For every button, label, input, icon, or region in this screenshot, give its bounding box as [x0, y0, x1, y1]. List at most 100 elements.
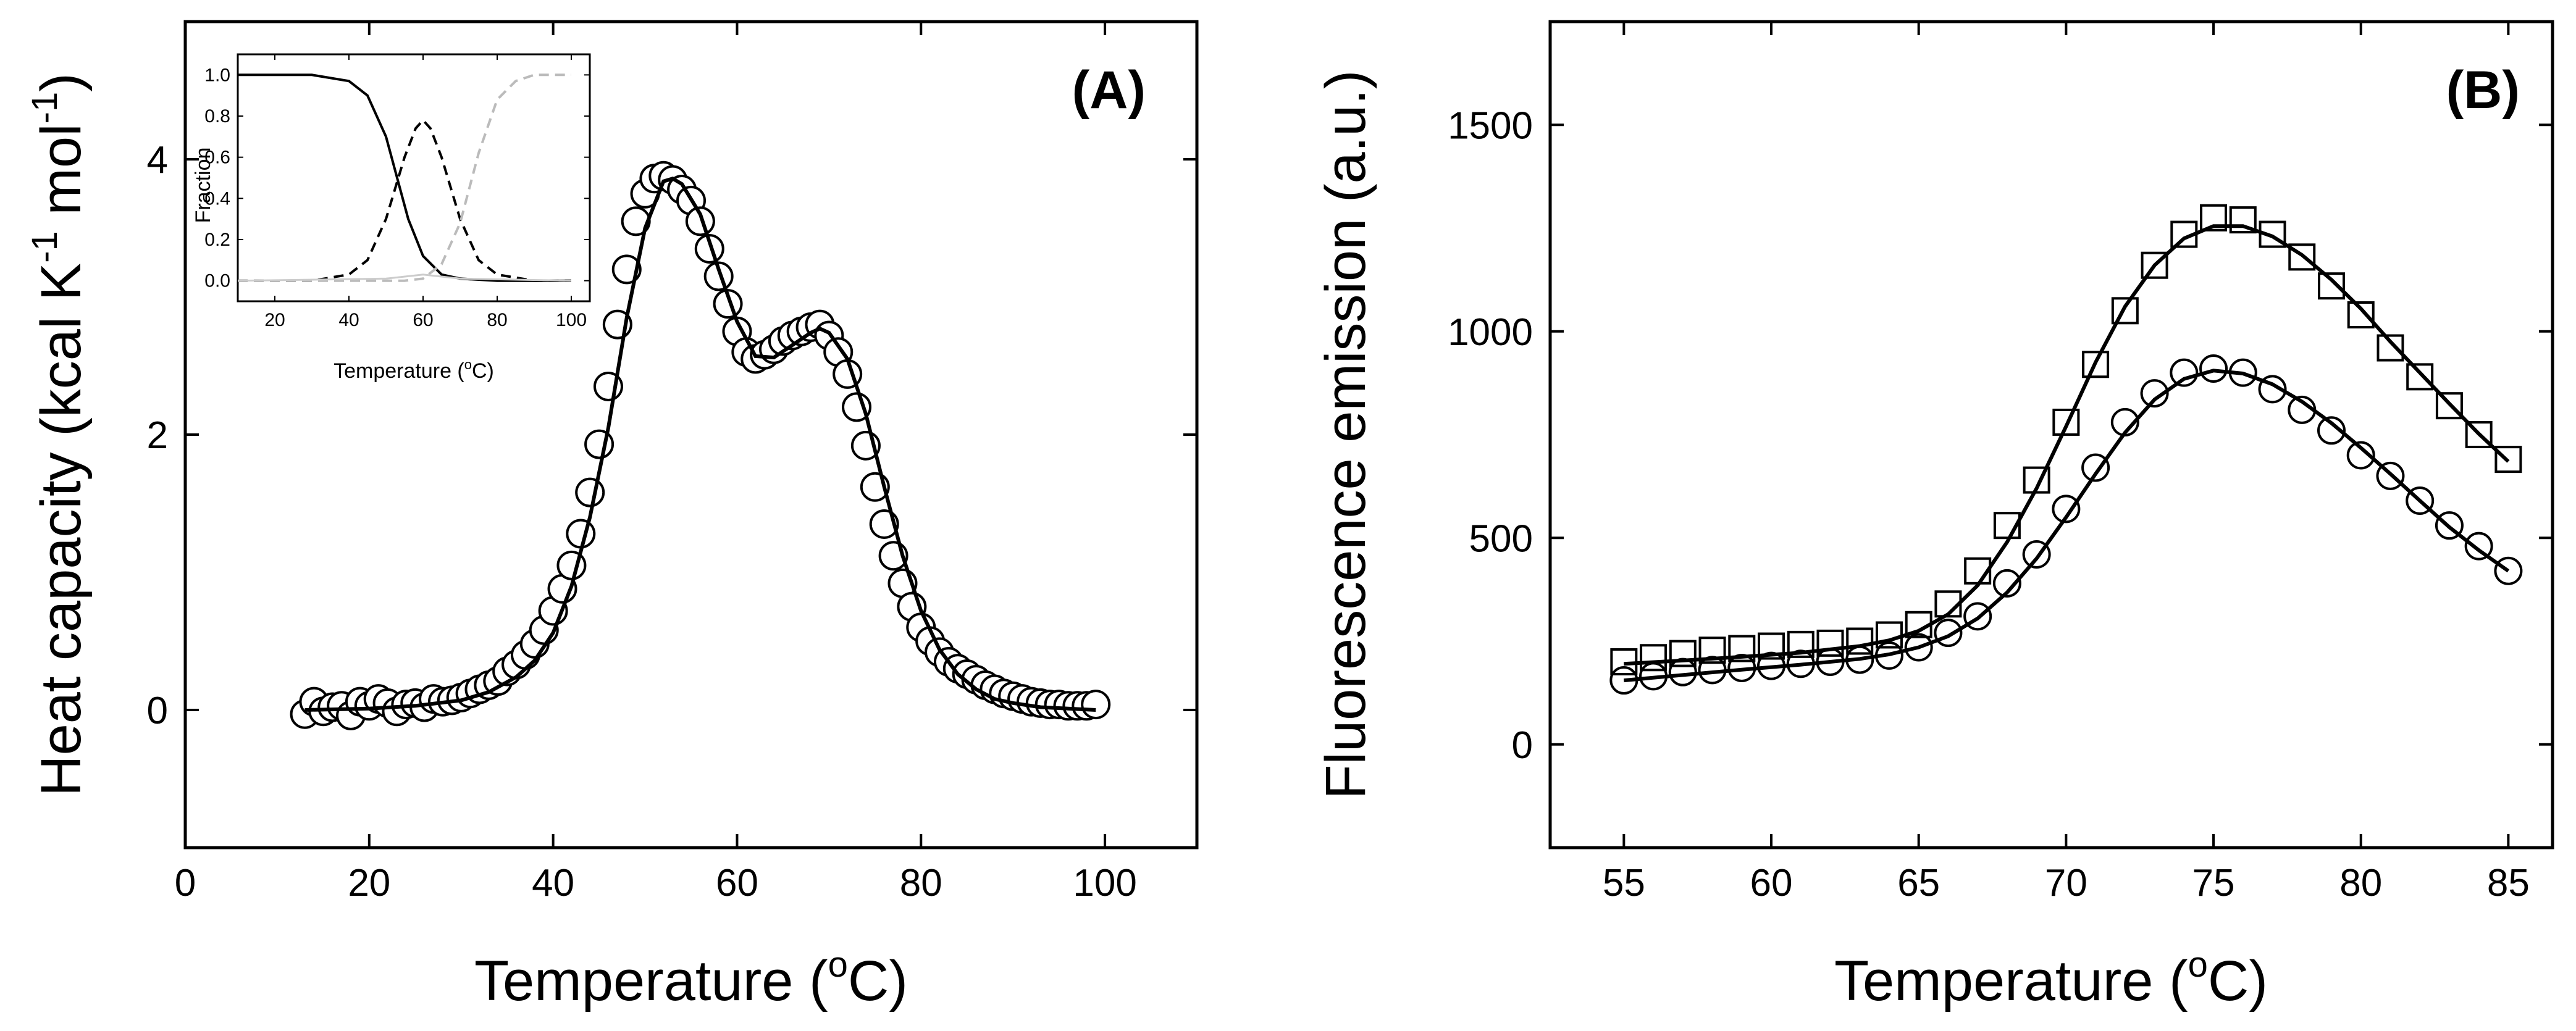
chart-b-data-point-square [2435, 392, 2463, 420]
chart-b-data-point-square [2141, 251, 2168, 279]
chart-b-data-point-square [1905, 611, 1932, 638]
chart-b-x-ticks: 55 60 65 70 75 80 85 [1603, 22, 2530, 904]
chart-b-x-tick-label: 65 [1897, 862, 1940, 904]
chart-b-data-point-circle [1992, 569, 2021, 598]
chart-b-data-point-circle [2464, 532, 2493, 561]
chart-a-data-point [575, 477, 605, 507]
inset-y-tick-label: 0.8 [204, 106, 230, 127]
chart-b-data-point-square [2170, 220, 2198, 248]
inset-x-tick-label: 100 [556, 310, 587, 330]
inset-y-axis-title: Fraction [191, 148, 215, 223]
chart-b-data-point-circle [1786, 649, 1815, 678]
chart-b-y-tick-label: 1500 [1448, 104, 1533, 147]
chart-b-data-point-circle [2258, 375, 2287, 404]
inset-y-tick-label: 0.2 [204, 230, 230, 250]
chart-b-data-point-square [2200, 204, 2228, 232]
chart-a-panel-label: (A) [1072, 61, 1146, 120]
inset-x-axis-title: Temperature (oC) [334, 357, 494, 383]
chart-b-data-point-circle [2170, 358, 2199, 387]
chart-b-data-point-circle [1609, 666, 1638, 695]
chart-a-fit-line [304, 176, 1096, 712]
chart-b-data-point-circle [2199, 354, 2228, 383]
inset-x-tick-label: 80 [487, 310, 507, 330]
chart-b-data-point-square [1640, 644, 1668, 672]
chart-b-data-point-circle [1963, 602, 1992, 631]
chart-b-x-tick-label: 80 [2339, 862, 2382, 904]
chart-b-x-tick-label: 60 [1750, 862, 1793, 904]
chart-a-y-tick-label: 4 [147, 139, 168, 182]
chart-b-y-tick-label: 0 [1512, 724, 1533, 767]
chart-a-y-tick-label: 2 [147, 414, 168, 457]
chart-b-data-point-circle [1727, 653, 1756, 682]
chart-b-x-tick-label: 85 [2487, 862, 2530, 904]
chart-b-data-point-circle [1816, 647, 1845, 676]
chart-b-data-point-circle [1698, 656, 1727, 685]
chart-a-x-tick-label: 100 [1073, 862, 1136, 904]
chart-b-data-point-circle [1904, 633, 1933, 662]
chart-b-y-tick-label: 1000 [1448, 311, 1533, 354]
chart-a-x-tick-label: 20 [348, 862, 390, 904]
chart-a-y-axis-title: Heat capacity (kcal K-1 mol-1) [25, 73, 93, 796]
chart-b-series [1609, 204, 2523, 695]
chart-b-data-point-square [1816, 629, 1844, 657]
chart-a-data-point [566, 519, 596, 549]
chart-b-data-point-square [1787, 630, 1815, 658]
chart-b-data-point-square [1875, 621, 1903, 649]
chart-b-data-point-square [1728, 635, 1756, 662]
chart-b-x-tick-label: 75 [2192, 862, 2235, 904]
chart-b-data-point-square [1846, 627, 1874, 655]
inset-x-tick-label: 60 [413, 310, 433, 330]
chart-a-y-tick-label: 0 [147, 690, 168, 732]
chart-b: 55 60 65 70 75 80 85 0 500 1000 1500 (B) Temperat… [1314, 20, 2554, 1012]
chart-b-y-axis-title: Fluorescence emission (a.u.) [1314, 70, 1377, 799]
chart-a-x-tick-label: 40 [532, 862, 574, 904]
chart-b-y-ticks: 0 500 1000 1500 [1448, 104, 2553, 767]
chart-b-data-point-square [1934, 590, 1962, 618]
chart-a-data-point [685, 206, 715, 236]
chart-b-data-point-circle [2081, 453, 2110, 482]
chart-a-x-tick-label: 60 [716, 862, 758, 904]
chart-b-fit-line-squares [1624, 224, 2510, 666]
inset-series [237, 73, 572, 282]
inset-line-intermediate [238, 118, 571, 282]
chart-b-x-axis-title: Temperature (oC) [1834, 945, 2268, 1012]
chart-a-x-axis-title: Temperature (oC) [474, 945, 908, 1012]
chart-b-data-point-circle [2435, 511, 2464, 540]
chart-b-data-point-square [1610, 648, 1638, 675]
chart-b-y-tick-label: 500 [1469, 517, 1533, 560]
chart-b-data-point-square [1698, 637, 1726, 664]
inset-y-tick-label: 0.6 [204, 148, 230, 168]
chart-b-data-point-square [2317, 272, 2345, 300]
inset-x-tick-label: 20 [264, 310, 285, 330]
inset-x-ticks: 20 40 60 80 100 [264, 54, 587, 330]
chart-b-data-point-square [2347, 301, 2375, 328]
chart-a-x-ticks: 0 20 40 60 80 100 [175, 22, 1137, 904]
chart-b-x-tick-label: 55 [1603, 862, 1645, 904]
chart-b-data-point-circle [2140, 379, 2169, 408]
chart-b-panel-label: (B) [2446, 61, 2520, 120]
chart-b-data-point-square [2406, 363, 2434, 391]
chart-b-data-point-square [2052, 408, 2080, 436]
chart-b-data-point-square [2023, 466, 2050, 494]
chart-b-data-point-circle [1874, 641, 1903, 670]
inset-plot-frame [237, 53, 591, 303]
chart-b-data-point-circle [1934, 619, 1963, 648]
chart-b-data-point-square [2111, 297, 2139, 325]
chart-b-data-point-square [2465, 421, 2493, 448]
chart-b-data-point-circle [2288, 395, 2317, 424]
chart-a-x-tick-label: 80 [900, 862, 942, 904]
chart-b-data-point-circle [2228, 358, 2257, 387]
chart-b-data-point-square [1964, 557, 1992, 585]
inset-line-baseline [237, 273, 572, 282]
chart-a-series [290, 161, 1111, 730]
chart-b-data-point-circle [2494, 556, 2523, 585]
chart-b-data-point-square [1993, 512, 2021, 540]
chart-b-data-point-square [1758, 632, 1785, 660]
inset-y-tick-label: 0.0 [204, 271, 230, 291]
chart-b-data-point-circle [1757, 651, 1786, 680]
chart-b-data-point-square [1669, 640, 1697, 667]
chart-b-data-point-circle [2376, 461, 2405, 490]
chart-b-data-point-circle [2052, 495, 2081, 524]
inset-line-unfolded [238, 73, 571, 282]
